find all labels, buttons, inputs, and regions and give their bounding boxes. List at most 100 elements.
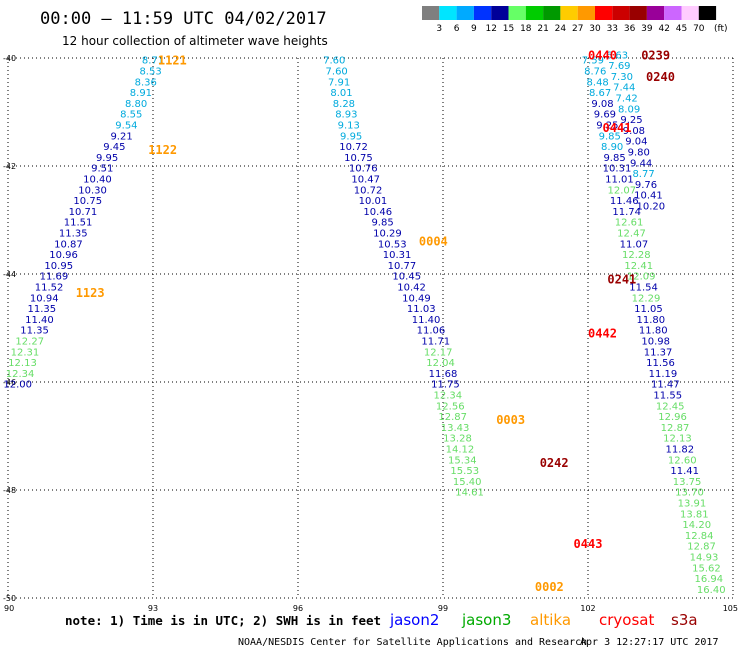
x-tick-label: 96 bbox=[293, 604, 303, 613]
wave-height-point: 8.71 bbox=[142, 56, 164, 67]
legend-entry-jason2: jason2 bbox=[389, 611, 439, 629]
wave-height-point: 7.30 bbox=[611, 72, 633, 83]
wave-height-point: 10.76 bbox=[349, 164, 378, 175]
wave-height-point: 10.53 bbox=[378, 239, 407, 250]
wave-height-point: 11.19 bbox=[649, 369, 678, 380]
wave-height-point: 11.75 bbox=[431, 380, 460, 391]
wave-height-point: 12.96 bbox=[658, 412, 687, 423]
x-tick-label: 90 bbox=[4, 604, 14, 613]
wave-height-point: 12.04 bbox=[426, 358, 455, 369]
wave-height-point: 11.47 bbox=[651, 380, 680, 391]
wave-height-point: 11.52 bbox=[35, 283, 64, 294]
colorbar-label: 39 bbox=[641, 24, 653, 34]
wave-height-point: 16.94 bbox=[695, 574, 724, 585]
wave-height-point: 10.98 bbox=[641, 337, 670, 348]
wave-height-point: 12.13 bbox=[663, 434, 692, 445]
wave-height-point: 9.85 bbox=[371, 218, 393, 229]
wave-height-point: 13.91 bbox=[678, 499, 707, 510]
legend-entry-s3a: s3a bbox=[671, 611, 698, 629]
wave-height-point: 12.56 bbox=[436, 401, 465, 412]
wave-height-point: 8.90 bbox=[601, 142, 623, 153]
pass-time-label: 0442 bbox=[588, 326, 617, 340]
pass-time-label: 0242 bbox=[540, 456, 569, 470]
wave-height-point: 7.59 bbox=[582, 56, 604, 67]
wave-height-point: 11.05 bbox=[634, 304, 663, 315]
colorbar-swatch bbox=[491, 6, 509, 20]
wave-height-point: 13.75 bbox=[673, 477, 702, 488]
wave-height-point: 13.81 bbox=[680, 509, 709, 520]
wave-height-point: 11.55 bbox=[653, 391, 682, 402]
colorbar-label: 3 bbox=[436, 24, 442, 34]
wave-height-point: 12.61 bbox=[615, 218, 644, 229]
wave-height-point: 10.46 bbox=[363, 207, 392, 218]
wave-height-point: 12.28 bbox=[622, 250, 651, 261]
chart-subtitle: 12 hour collection of altimeter wave hei… bbox=[62, 34, 328, 48]
colorbar-label: 30 bbox=[589, 24, 601, 34]
wave-height-point: 12.31 bbox=[11, 347, 40, 358]
colorbar-swatch bbox=[698, 6, 717, 20]
wave-height-point: 9.25 bbox=[596, 121, 618, 132]
wave-height-point: 11.40 bbox=[412, 315, 441, 326]
wave-height-point: 12.34 bbox=[434, 391, 463, 402]
x-tick-label: 105 bbox=[723, 604, 738, 613]
pass-time-label: 0002 bbox=[535, 580, 564, 594]
colorbar-swatch bbox=[577, 6, 595, 20]
colorbar-unit: (ft) bbox=[714, 24, 728, 34]
colorbar-label: 6 bbox=[454, 24, 460, 34]
colorbar-swatch bbox=[439, 6, 457, 20]
wave-height-point: 8.91 bbox=[130, 88, 152, 99]
pass-time-label: 0441 bbox=[603, 121, 632, 135]
wave-height-point: 11.40 bbox=[25, 315, 54, 326]
wave-height-point: 11.06 bbox=[417, 326, 446, 337]
wave-height-point: 9.51 bbox=[91, 164, 113, 175]
wave-height-point: 9.80 bbox=[628, 148, 650, 159]
wave-height-point: 7.42 bbox=[616, 94, 638, 105]
colorbar-swatch bbox=[473, 6, 492, 20]
pass-time-label: 0240 bbox=[646, 70, 675, 84]
data-points: 8.718.538.368.918.808.559.549.219.459.95… bbox=[3, 50, 725, 596]
wave-height-point: 12.29 bbox=[632, 293, 661, 304]
colorbar-label: 36 bbox=[624, 24, 636, 34]
wave-height-point: 10.20 bbox=[637, 202, 666, 213]
wave-height-point: 12.87 bbox=[687, 542, 716, 553]
colorbar-label: 12 bbox=[485, 24, 496, 34]
y-tick-label: -48 bbox=[3, 486, 16, 495]
colorbar-label: 45 bbox=[676, 24, 687, 34]
colorbar-swatch bbox=[543, 6, 561, 20]
y-tick-label: -42 bbox=[3, 162, 16, 171]
wave-height-point: 12.09 bbox=[627, 272, 656, 283]
pass-time-label: 0241 bbox=[607, 272, 636, 286]
wave-height-point: 7.91 bbox=[328, 77, 350, 88]
wave-height-point: 12.60 bbox=[668, 455, 697, 466]
colorbar-swatch bbox=[595, 6, 613, 20]
wave-height-point: 15.62 bbox=[692, 563, 721, 574]
y-tick-label: -50 bbox=[3, 594, 16, 603]
wave-height-point: 9.44 bbox=[630, 158, 652, 169]
wave-height-point: 11.35 bbox=[59, 229, 88, 240]
wave-height-point: 11.69 bbox=[40, 272, 69, 283]
wave-height-point: 9.95 bbox=[340, 131, 362, 142]
wave-height-point: 9.69 bbox=[594, 110, 616, 121]
colorbar-label: 24 bbox=[555, 24, 567, 34]
colorbar-swatch bbox=[456, 6, 474, 20]
wave-height-point: 10.96 bbox=[49, 250, 78, 261]
colorbar-swatch bbox=[612, 6, 630, 20]
wave-height-point: 14.20 bbox=[682, 520, 711, 531]
wave-height-point: 10.94 bbox=[30, 293, 59, 304]
wave-height-point: 9.45 bbox=[103, 142, 125, 153]
wave-height-point: 11.71 bbox=[421, 337, 450, 348]
wave-height-point: 10.49 bbox=[402, 293, 431, 304]
wave-height-point: 9.95 bbox=[96, 153, 118, 164]
wave-height-point: 11.80 bbox=[639, 326, 668, 337]
wave-height-point: 9.54 bbox=[115, 121, 137, 132]
wave-height-point: 9.08 bbox=[591, 99, 613, 110]
wave-height-point: 12.47 bbox=[617, 229, 646, 240]
wave-height-point: 14.61 bbox=[455, 488, 484, 499]
grid bbox=[7, 57, 734, 599]
colorbar-label: 15 bbox=[503, 24, 514, 34]
wave-height-point: 13.70 bbox=[675, 488, 704, 499]
wave-height-point: 15.53 bbox=[450, 466, 479, 477]
wave-height-point: 13.28 bbox=[443, 434, 472, 445]
